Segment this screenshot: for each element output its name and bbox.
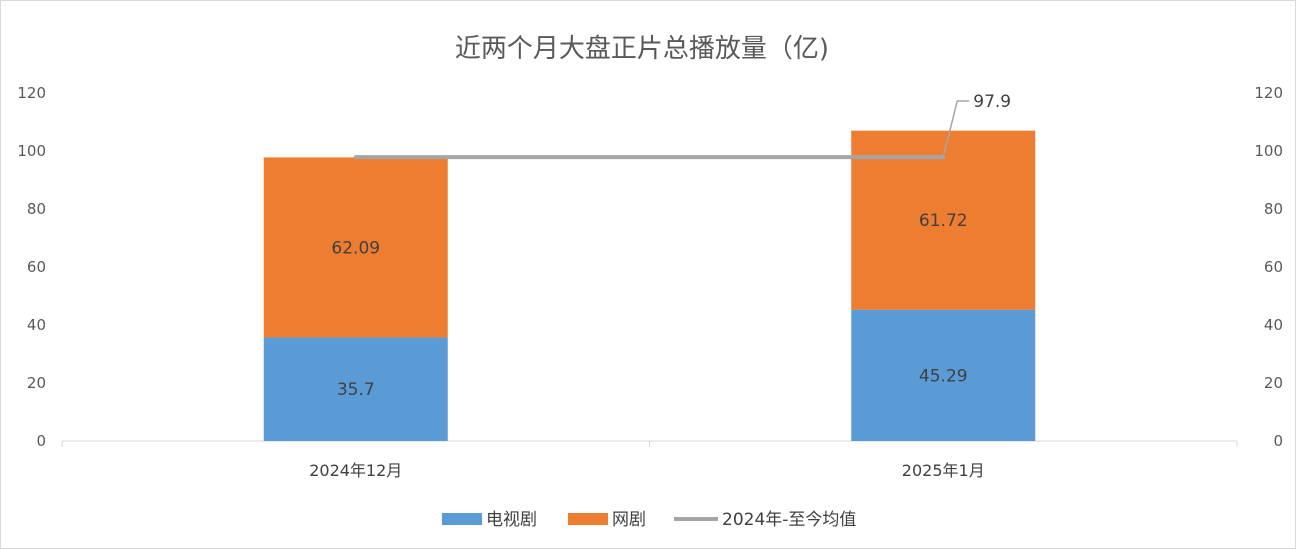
y2-axis-tick-label: 80 bbox=[1264, 200, 1283, 218]
bars bbox=[263, 130, 1036, 441]
legend-label: 2024年-至今均值 bbox=[722, 510, 856, 530]
bar-segment bbox=[851, 309, 1036, 441]
y-axis-tick-label: 120 bbox=[17, 84, 46, 102]
y2-axis-tick-label: 0 bbox=[1273, 432, 1283, 450]
legend: 电视剧 网剧 2024年-至今均值 bbox=[442, 510, 856, 530]
bar-data-label: 45.29 bbox=[919, 366, 968, 386]
legend-swatch bbox=[568, 513, 608, 525]
bar-segment bbox=[851, 130, 1036, 310]
bar-data-label: 35.7 bbox=[337, 380, 375, 400]
data-labels: 35.7 62.09 45.29 61.72 97.9 bbox=[331, 92, 1011, 400]
legend-swatch bbox=[442, 513, 482, 525]
y-axis-tick-label: 0 bbox=[36, 432, 46, 450]
bar-data-label: 62.09 bbox=[331, 238, 380, 258]
bar-data-label: 61.72 bbox=[919, 211, 968, 231]
bar-segment bbox=[263, 337, 448, 441]
y2-axis-tick-label: 120 bbox=[1254, 84, 1283, 102]
legend-label: 网剧 bbox=[612, 510, 646, 530]
average-label-leader bbox=[942, 100, 970, 158]
y-axis-tick-label: 40 bbox=[27, 316, 46, 334]
x-axis-category-label: 2025年1月 bbox=[902, 461, 985, 480]
legend-label: 电视剧 bbox=[486, 510, 537, 530]
y-axis-tick-label: 80 bbox=[27, 200, 46, 218]
average-line-series bbox=[353, 100, 970, 160]
y-axis-tick-label: 20 bbox=[27, 374, 46, 392]
y-axis-tick-label: 100 bbox=[17, 142, 46, 160]
average-line-data-label: 97.9 bbox=[973, 92, 1011, 112]
y2-axis-tick-label: 20 bbox=[1264, 374, 1283, 392]
y2-axis-tick-label: 100 bbox=[1254, 142, 1283, 160]
axes: 0 20 40 60 80 100 120 0 20 40 60 80 100 120 2024年12月 20… bbox=[17, 84, 1283, 480]
y2-axis-tick-label: 40 bbox=[1264, 316, 1283, 334]
y-axis-tick-label: 60 bbox=[27, 258, 46, 276]
chart-title: 近两个月大盘正片总播放量（亿) bbox=[455, 34, 829, 64]
x-axis-category-label: 2024年12月 bbox=[309, 461, 402, 480]
y2-axis-tick-label: 60 bbox=[1264, 258, 1283, 276]
bar-segment bbox=[263, 157, 448, 338]
